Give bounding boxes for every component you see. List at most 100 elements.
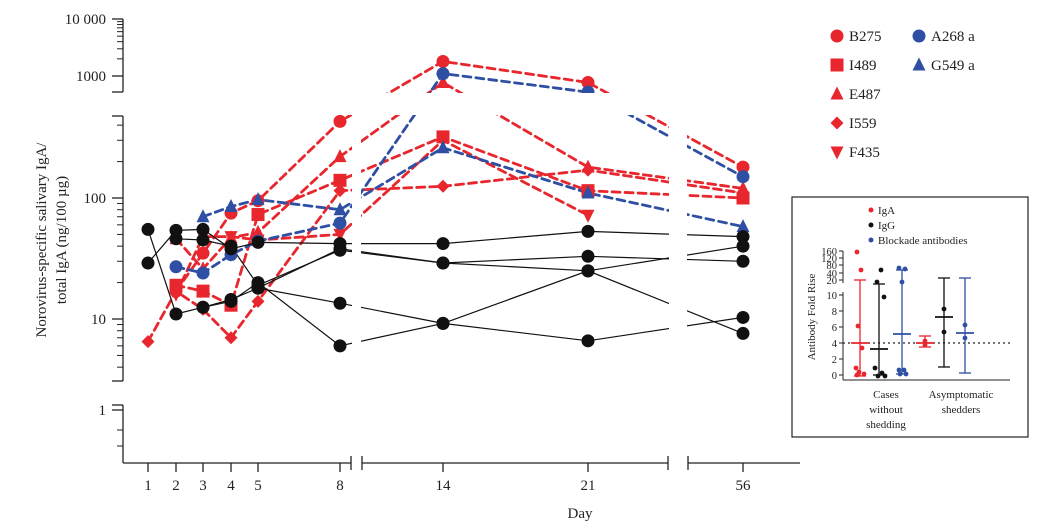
inset-iga-case-1 — [858, 267, 864, 273]
point-1-day-3 — [196, 284, 210, 298]
inset-group1-line1: Cases — [873, 389, 899, 401]
point-2-day-8 — [333, 149, 347, 163]
y-tick-100-label: 100 — [84, 191, 107, 207]
point-5-day-8 — [333, 216, 347, 230]
legend-label-6: G549 a — [931, 58, 975, 74]
inset-igg-case-4 — [879, 370, 885, 376]
point-7-day-21 — [581, 334, 595, 348]
point-6-day-21 — [581, 185, 595, 199]
inset-y-tick-label-4: 4 — [832, 339, 838, 350]
y-axis-title-line1: Norovirus-specific salivary IgA/ — [34, 142, 50, 338]
x-tick-1-label: 1 — [144, 478, 152, 494]
x-tick-4-label: 4 — [227, 478, 235, 494]
inset-iga-case-7 — [854, 372, 860, 378]
series-line-6 — [201, 146, 745, 228]
inset-group1-line2: without — [869, 404, 903, 416]
legend-label-3: I559 — [849, 116, 877, 132]
inset-legend-label-2: Blockade antibodies — [878, 235, 968, 247]
y-ticks: 10 000 1000 100 10 1 — [65, 12, 123, 447]
y-tick-10000-label: 10 000 — [65, 12, 106, 28]
inset-blockade-case-5 — [897, 371, 903, 377]
point-9-day-3 — [196, 233, 210, 247]
inset-y-tick-label-8: 8 — [832, 307, 837, 318]
y-axis-title-line2: total IgA (ng/100 µg) — [54, 176, 70, 304]
inset-iga-case-4 — [853, 365, 859, 371]
inset-legend-marker-0 — [868, 207, 874, 213]
point-3-day-1 — [141, 335, 155, 349]
point-11-day-8 — [333, 242, 347, 256]
inset-legend-marker-2 — [868, 237, 874, 243]
inset-y-tick-label-120: 120 — [821, 254, 837, 265]
point-5-day-2 — [169, 260, 183, 274]
inset-y-tick-label-160: 160 — [821, 247, 837, 258]
inset-legend-label-0: IgA — [878, 205, 895, 217]
inset-legend-label-1: IgG — [878, 220, 895, 232]
series-line-10 — [202, 270, 744, 347]
point-0-day-3 — [196, 246, 210, 260]
inset-group2-line1: Asymptomatic — [929, 389, 994, 401]
inset-igg-case-3 — [872, 365, 878, 371]
inset-blockade-case-0 — [896, 265, 902, 271]
inset-igg-case-2 — [881, 294, 887, 300]
point-9-day-21 — [581, 249, 595, 263]
point-10-day-14 — [436, 316, 450, 330]
inset-igg-case-0 — [878, 267, 884, 273]
legend-marker-3 — [830, 116, 844, 130]
legend-marker-1 — [830, 58, 844, 72]
point-3-day-8 — [333, 184, 347, 198]
point-7-day-56 — [736, 310, 750, 324]
inset-igg-case-5 — [875, 373, 881, 379]
point-11-day-56 — [736, 239, 750, 253]
inset-legend: IgA IgG Blockade antibodies — [868, 205, 968, 247]
inset-y-axis-title: Antibody Fold Rise — [806, 273, 818, 360]
series-line-2 — [174, 80, 745, 271]
inset: IgA IgG Blockade antibodies Antibody Fold … — [791, 196, 1029, 438]
inset-legend-marker-1 — [868, 222, 874, 228]
point-10-day-8 — [333, 339, 347, 353]
legend-marker-2 — [830, 86, 844, 100]
inset-y-tick-label-80: 80 — [827, 261, 838, 272]
point-4-day-8 — [333, 228, 347, 242]
inset-iga-shedder-1 — [922, 342, 928, 348]
legend-label-1: I489 — [849, 58, 877, 74]
inset-igg-shedder-0 — [941, 306, 947, 312]
legend-marker-5 — [912, 29, 926, 43]
point-10-day-3 — [196, 300, 210, 314]
legend-marker-6 — [912, 57, 926, 71]
x-tick-3-label: 3 — [199, 478, 207, 494]
x-ticks: 1 2 3 4 5 8 14 21 56 — [144, 463, 751, 494]
point-0-day-8 — [333, 114, 347, 128]
point-0-day-56 — [736, 160, 750, 174]
point-10-day-4 — [224, 294, 238, 308]
point-3-day-21 — [581, 163, 595, 177]
x-break-mask-1 — [352, 10, 361, 462]
point-1-day-5 — [251, 208, 265, 222]
y-break-mask — [124, 93, 784, 115]
x-axis-title: Day — [568, 506, 593, 522]
point-6-day-5 — [251, 192, 265, 206]
inset-y-tick-label-6: 6 — [832, 323, 837, 334]
inset-blockade-case-6 — [903, 371, 909, 377]
point-6-day-8 — [333, 202, 347, 216]
inset-igg-case-6 — [882, 373, 888, 379]
point-11-day-14 — [436, 256, 450, 270]
series-line-0 — [174, 59, 745, 293]
x-tick-56-label: 56 — [736, 478, 752, 494]
point-8-day-21 — [581, 224, 595, 238]
y-tick-1000-label: 1000 — [76, 69, 106, 85]
point-8-day-5 — [251, 235, 265, 249]
point-8-day-14 — [436, 237, 450, 251]
inset-igg-case-1 — [874, 279, 880, 285]
y-tick-1-label: 1 — [99, 403, 107, 419]
point-0-day-21 — [581, 76, 595, 90]
point-6-day-4 — [224, 199, 238, 213]
inset-blockade-case-3 — [896, 367, 902, 373]
inset-y-tick-label-2: 2 — [832, 355, 837, 366]
x-break-mask-2 — [669, 10, 687, 462]
inset-marks — [851, 249, 974, 379]
point-4-day-4 — [224, 231, 238, 245]
point-9-day-4 — [224, 239, 238, 253]
inset-iga-shedder-0 — [922, 338, 928, 344]
inset-blockade-case-2 — [899, 279, 905, 285]
inset-box — [791, 196, 1029, 438]
